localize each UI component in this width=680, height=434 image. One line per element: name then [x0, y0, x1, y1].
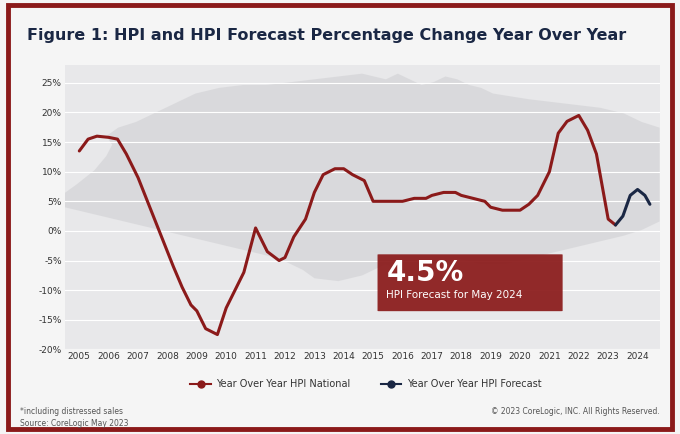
Text: Year Over Year HPI National: Year Over Year HPI National [216, 379, 350, 389]
FancyBboxPatch shape [377, 254, 562, 311]
Polygon shape [65, 74, 660, 281]
Text: HPI Forecast for May 2024: HPI Forecast for May 2024 [386, 290, 523, 300]
Text: Figure 1: HPI and HPI Forecast Percentage Change Year Over Year: Figure 1: HPI and HPI Forecast Percentag… [27, 28, 626, 43]
Text: 4.5%: 4.5% [386, 259, 464, 286]
Text: *including distressed sales
Source: CoreLogic May 2023: *including distressed sales Source: Core… [20, 407, 129, 428]
Text: Year Over Year HPI Forecast: Year Over Year HPI Forecast [407, 379, 541, 389]
Text: © 2023 CoreLogic, INC. All Rights Reserved.: © 2023 CoreLogic, INC. All Rights Reserv… [491, 407, 660, 416]
